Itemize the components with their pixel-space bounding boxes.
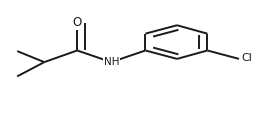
Text: NH: NH bbox=[103, 57, 119, 67]
Text: O: O bbox=[72, 16, 82, 29]
Text: Cl: Cl bbox=[241, 53, 252, 63]
